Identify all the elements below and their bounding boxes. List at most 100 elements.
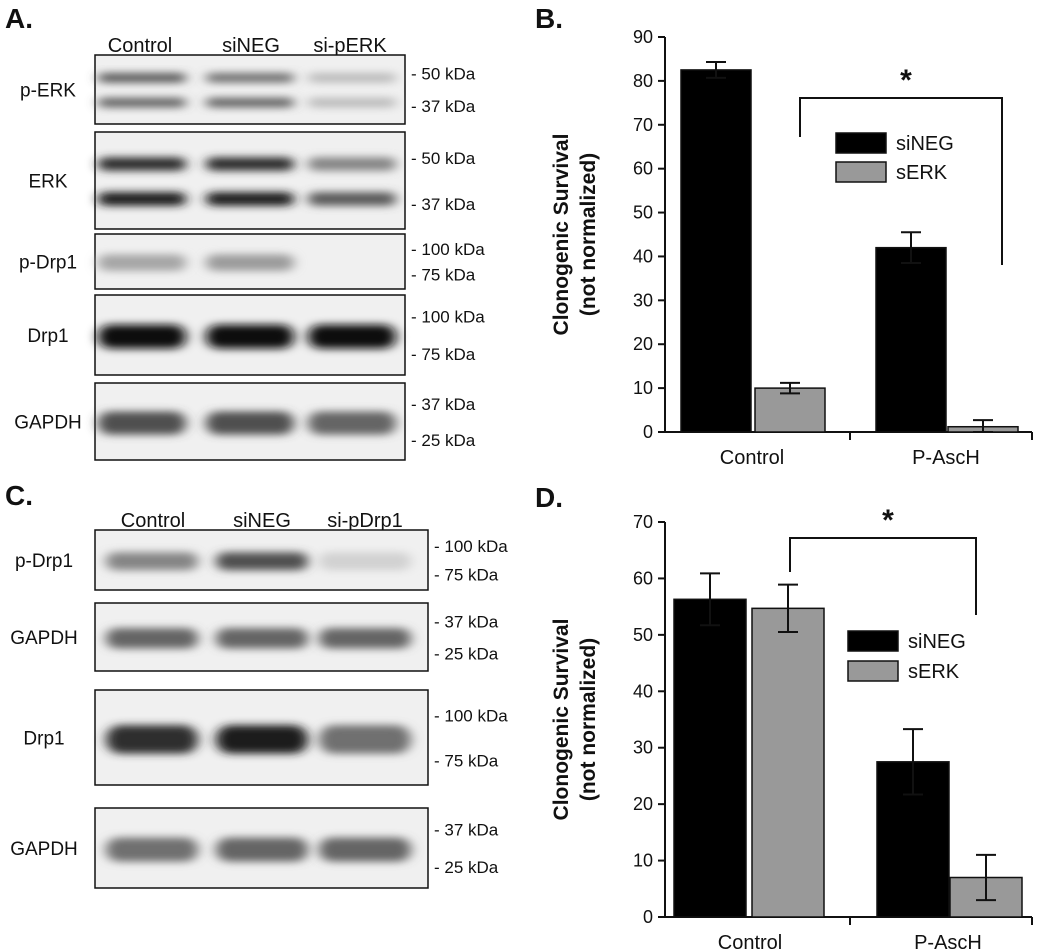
x-tick-label: P-AscH: [914, 932, 982, 949]
y-tick-label: 30: [633, 738, 653, 758]
blot-row: p-ERK - 50 kDa - 37 kDa: [20, 54, 476, 125]
lane-label: si-pERK: [313, 35, 387, 57]
mw-marker: - 37 kDa: [434, 821, 499, 840]
y-tick-label: 10: [633, 378, 653, 398]
panel-a-lanes: Control siNEG si-pERK: [108, 35, 388, 57]
mw-marker: - 25 kDa: [434, 644, 499, 663]
protein-band: [319, 552, 411, 571]
protein-band: [98, 192, 186, 206]
legend-swatch: [835, 132, 887, 154]
y-axis-label: Clonogenic Survival (not normalized): [550, 619, 600, 821]
bar: [751, 607, 825, 918]
panel-b-bar-chart: 0 10 20 30 40 50 60 70 80 90 Control P-AscH Clonogen…: [550, 27, 1033, 469]
y-axis-label-line: (not normalized): [577, 638, 600, 801]
protein-band: [308, 192, 396, 206]
protein-band: [98, 254, 186, 271]
mw-marker: - 100 kDa: [411, 240, 485, 259]
panel-a-western-blot: p-ERK - 50 kDa - 37 kDa ERK - 50 kDa - 37 kDa…: [14, 54, 485, 461]
significance-bracket: [789, 537, 977, 615]
x-tick-label: Control: [720, 447, 784, 469]
mw-marker: - 37 kDa: [411, 195, 476, 214]
panel-a-letter: A.: [5, 3, 33, 34]
y-tick-label: 40: [633, 246, 653, 266]
protein-band: [98, 324, 186, 349]
mw-marker: - 100 kDa: [411, 308, 485, 327]
protein-band: [206, 72, 294, 83]
blot-label: GAPDH: [10, 628, 78, 649]
bar: [673, 598, 747, 918]
protein-band: [106, 552, 198, 571]
mw-marker: - 25 kDa: [411, 431, 476, 450]
mw-marker: - 100 kDa: [434, 707, 508, 726]
blot-row: GAPDH - 37 kDa - 25 kDa: [10, 602, 499, 672]
y-tick-label: 60: [633, 159, 653, 179]
y-tick-label: 70: [633, 115, 653, 135]
blot-label: p-Drp1: [19, 253, 77, 274]
protein-band: [216, 552, 308, 571]
y-tick-label: 20: [633, 334, 653, 354]
blot-label: Drp1: [27, 326, 68, 347]
y-axis-label-line: Clonogenic Survival: [550, 134, 573, 336]
x-tick-label: P-AscH: [912, 447, 980, 469]
protein-band: [308, 324, 396, 349]
blot-frame: [94, 54, 406, 125]
protein-band: [206, 97, 294, 108]
blot-row: Drp1 - 100 kDa - 75 kDa: [27, 294, 485, 376]
mw-marker: - 75 kDa: [411, 345, 476, 364]
panel-c-lanes: Control siNEG si-pDrp1: [121, 510, 403, 532]
protein-band: [98, 97, 186, 108]
legend-label: sERK: [908, 661, 960, 683]
protein-band: [98, 411, 186, 435]
protein-band: [308, 157, 396, 171]
protein-band: [308, 72, 396, 83]
legend-label: siNEG: [896, 133, 954, 155]
blot-row: GAPDH - 37 kDa - 25 kDa: [14, 382, 476, 461]
significance-star: *: [900, 64, 912, 97]
panel-c-letter: C.: [5, 480, 33, 511]
bar: [680, 69, 752, 433]
blot-row: Drp1 - 100 kDa - 75 kDa: [23, 689, 508, 786]
blot-row: GAPDH - 37 kDa - 25 kDa: [10, 807, 499, 889]
protein-band: [98, 72, 186, 83]
protein-band: [106, 628, 198, 649]
blot-frame: [94, 131, 406, 230]
legend-label: siNEG: [908, 631, 966, 653]
y-tick-label: 30: [633, 290, 653, 310]
mw-marker: - 25 kDa: [434, 858, 499, 877]
mw-marker: - 100 kDa: [434, 537, 508, 556]
protein-band: [308, 411, 396, 435]
protein-band: [216, 725, 308, 754]
y-tick-label: 50: [633, 625, 653, 645]
y-tick-label: 80: [633, 71, 653, 91]
bar: [875, 246, 947, 433]
protein-band: [206, 157, 294, 171]
protein-band: [319, 725, 411, 754]
y-axis-label-line: Clonogenic Survival: [550, 619, 573, 821]
mw-marker: - 75 kDa: [434, 751, 499, 770]
protein-band: [216, 628, 308, 649]
lane-label: siNEG: [222, 35, 280, 57]
y-tick-label: 20: [633, 794, 653, 814]
panel-b-letter: B.: [535, 3, 563, 34]
blot-label: GAPDH: [14, 413, 82, 434]
panel-c-western-blot: p-Drp1 - 100 kDa - 75 kDa GAPDH - 37 kDa - 25…: [10, 529, 508, 889]
y-tick-label: 90: [633, 27, 653, 47]
legend-swatch: [835, 161, 887, 183]
blot-row: ERK - 50 kDa - 37 kDa: [28, 131, 476, 230]
y-tick-label: 70: [633, 512, 653, 532]
mw-marker: - 37 kDa: [434, 612, 499, 631]
bar: [754, 387, 826, 433]
protein-band: [308, 97, 396, 108]
panel-d-bar-chart: 0 10 20 30 40 50 60 70 Control P-AscH Clonogenic S…: [550, 504, 1033, 949]
protein-band: [106, 725, 198, 754]
blot-label: GAPDH: [10, 839, 78, 860]
protein-band: [206, 411, 294, 435]
x-tick-label: Control: [718, 932, 782, 949]
protein-band: [319, 837, 411, 862]
legend-swatch: [847, 630, 899, 652]
y-tick-label: 40: [633, 681, 653, 701]
protein-band: [98, 157, 186, 171]
lane-label: Control: [108, 35, 172, 57]
y-tick-label: 60: [633, 568, 653, 588]
